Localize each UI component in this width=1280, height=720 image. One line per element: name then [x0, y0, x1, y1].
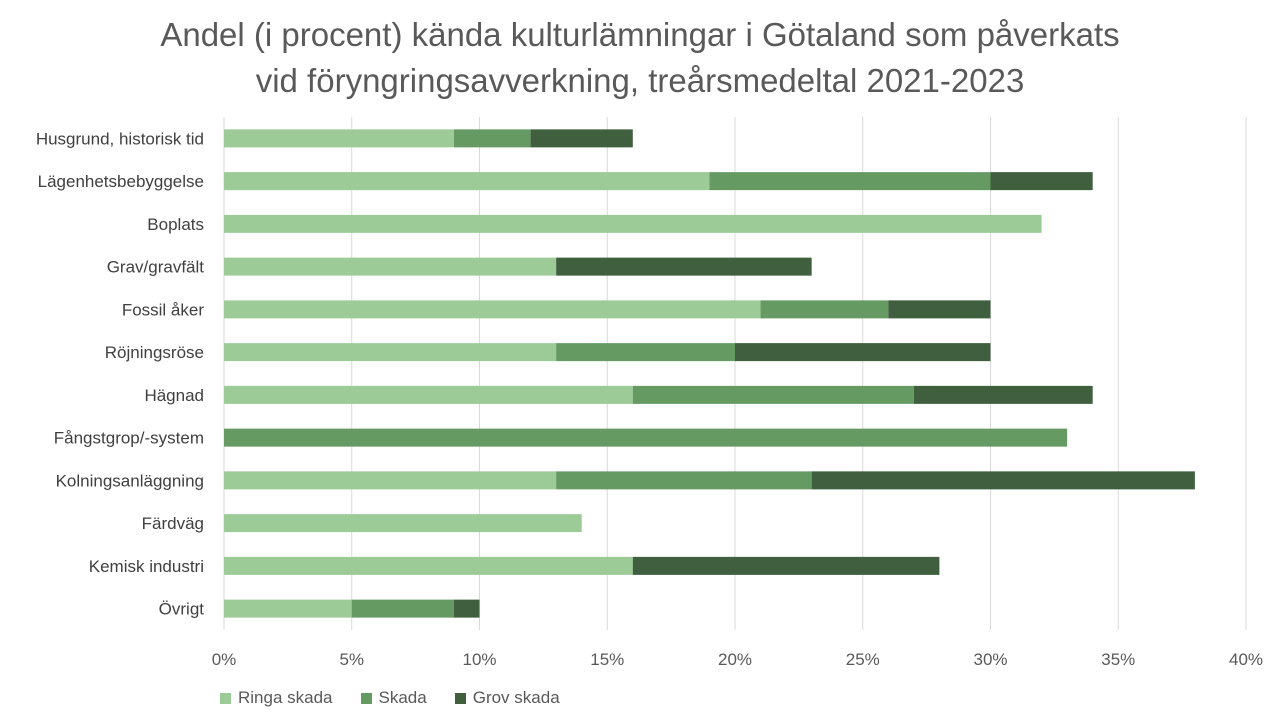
x-tick-label: 0%: [212, 650, 237, 669]
x-tick-label: 35%: [1101, 650, 1135, 669]
chart-title: Andel (i procent) kända kulturlämningar …: [0, 12, 1280, 104]
legend-swatch-ringa-skada: [220, 692, 231, 704]
legend-swatch-grov-skada: [454, 692, 466, 704]
category-label: Boplats: [147, 215, 204, 234]
bar-ringa-skada: [224, 343, 557, 362]
bar-skada: [224, 428, 1068, 447]
legend-item-ringa-skada: Ringa skada: [220, 688, 333, 708]
bar-grov-skada: [888, 300, 991, 319]
bar-grov-skada: [556, 257, 812, 276]
x-tick-label: 20%: [718, 650, 752, 669]
category-label: Färdväg: [142, 514, 204, 533]
category-label: Kemisk industri: [89, 557, 204, 576]
x-tick-label: 10%: [462, 650, 496, 669]
chart-title-line-1: Andel (i procent) kända kulturlämningar …: [160, 16, 1120, 53]
bar-ringa-skada: [224, 257, 557, 276]
x-tick-label: 5%: [339, 650, 364, 669]
bar-ringa-skada: [224, 385, 633, 404]
bar-skada: [709, 172, 991, 191]
bar-grov-skada: [913, 385, 1093, 404]
category-label: Fångstgrop/-system: [54, 429, 204, 448]
category-label: Röjningsröse: [105, 343, 204, 362]
legend-label-grov-skada: Grov skada: [472, 688, 560, 707]
bar-ringa-skada: [224, 214, 1042, 233]
bar-grov-skada: [530, 129, 633, 148]
x-tick-label: 30%: [973, 650, 1007, 669]
bar-skada: [556, 471, 812, 490]
legend-item-skada: Skada: [360, 688, 427, 708]
category-label: Hägnad: [144, 386, 204, 405]
bar-grov-skada: [811, 471, 1195, 490]
bar-grov-skada: [632, 556, 940, 575]
chart-title-line-2: vid föryngringsavverkning, treårsmedelta…: [255, 62, 1025, 99]
legend-label-skada: Skada: [378, 688, 427, 707]
legend-swatch-skada: [360, 692, 372, 704]
category-label: Grav/gravfält: [107, 258, 205, 277]
category-label: Fossil åker: [122, 300, 205, 319]
bar-skada: [632, 385, 914, 404]
bar-grov-skada: [453, 599, 480, 618]
bar-ringa-skada: [224, 599, 352, 618]
bar-ringa-skada: [224, 514, 582, 533]
category-label: Kolningsanläggning: [56, 471, 204, 490]
bar-ringa-skada: [224, 129, 454, 148]
bar-grov-skada: [990, 172, 1093, 191]
bar-grov-skada: [735, 343, 991, 362]
x-tick-label: 15%: [590, 650, 624, 669]
bar-ringa-skada: [224, 556, 633, 575]
x-tick-label: 40%: [1229, 650, 1263, 669]
legend-label-ringa-skada: Ringa skada: [238, 688, 333, 707]
category-label: Husgrund, historisk tid: [36, 129, 204, 148]
bar-ringa-skada: [224, 300, 761, 319]
bar-skada: [351, 599, 454, 618]
category-label: Lägenhetsbebyggelse: [38, 172, 204, 191]
category-label: Övrigt: [159, 600, 205, 619]
legend: Ringa skada Skada Grov skada: [220, 688, 560, 708]
bar-ringa-skada: [224, 471, 557, 490]
x-tick-label: 25%: [846, 650, 880, 669]
bar-skada: [556, 343, 735, 362]
bar-ringa-skada: [224, 172, 710, 191]
bar-skada: [453, 129, 531, 148]
legend-item-grov-skada: Grov skada: [454, 688, 560, 708]
bar-skada: [760, 300, 889, 319]
